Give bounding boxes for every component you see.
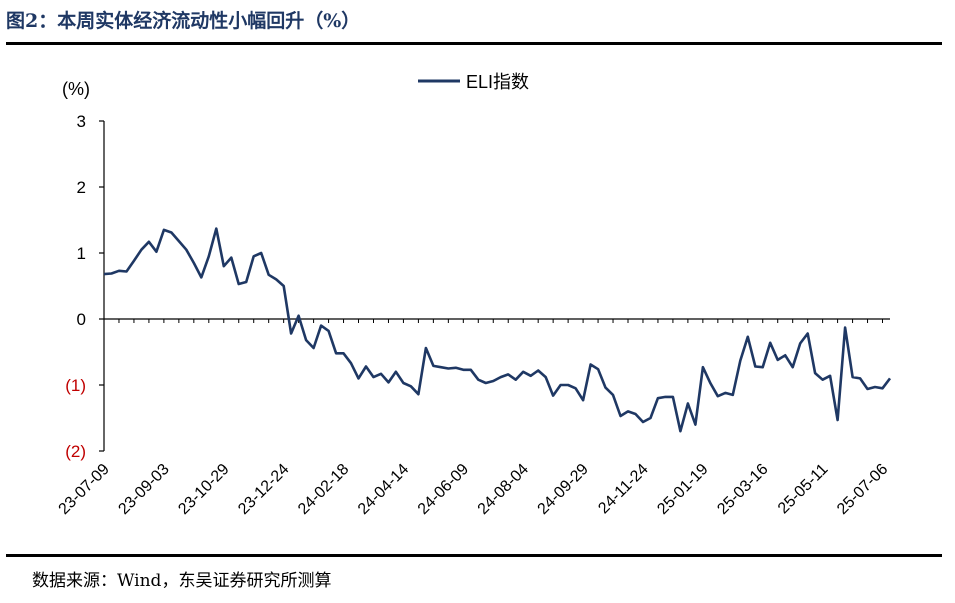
x-tick-label: 25-03-16 bbox=[714, 461, 771, 518]
x-tick-label: 24-11-24 bbox=[595, 461, 652, 518]
y-tick-label: 1 bbox=[77, 244, 86, 263]
x-axis-ticks: 23-07-09 23-09-03 23-10-29 23-12-24 24-02-18… bbox=[56, 319, 891, 518]
x-tick-label: 24-02-18 bbox=[295, 461, 352, 518]
figure-title: 图2：本周实体经济流动性小幅回升（%） bbox=[6, 10, 361, 32]
y-tick-label: (1) bbox=[65, 376, 86, 395]
axes bbox=[103, 121, 890, 451]
legend-label: ELI指数 bbox=[466, 72, 529, 92]
top-rule bbox=[6, 42, 942, 45]
x-tick-label: 24-09-29 bbox=[535, 461, 592, 518]
x-tick-label: 25-07-06 bbox=[834, 461, 891, 518]
y-tick-label: 0 bbox=[77, 310, 86, 329]
y-tick-label: 3 bbox=[77, 112, 86, 131]
x-tick-label: 25-05-11 bbox=[775, 461, 832, 518]
y-unit-label: (%) bbox=[62, 79, 90, 99]
y-tick-label: (2) bbox=[65, 442, 86, 461]
x-tick-label: 24-04-14 bbox=[355, 461, 412, 518]
x-tick-label: 24-06-09 bbox=[415, 461, 472, 518]
series-line-eli bbox=[103, 227, 892, 433]
x-tick-label: 23-09-03 bbox=[115, 461, 172, 518]
y-axis-ticks: 3 2 1 0 (1) (2) bbox=[65, 112, 104, 461]
y-tick-label: 2 bbox=[77, 178, 86, 197]
legend: ELI指数 bbox=[418, 72, 529, 92]
source-note: 数据来源：Wind，东吴证券研究所测算 bbox=[32, 571, 332, 591]
x-tick-label: 23-07-09 bbox=[56, 461, 113, 518]
x-tick-label: 23-12-24 bbox=[235, 461, 292, 518]
x-tick-label: 23-10-29 bbox=[175, 461, 232, 518]
x-tick-label: 24-08-04 bbox=[475, 461, 532, 518]
bottom-rule bbox=[6, 554, 942, 557]
x-tick-label: 25-01-19 bbox=[654, 461, 711, 518]
